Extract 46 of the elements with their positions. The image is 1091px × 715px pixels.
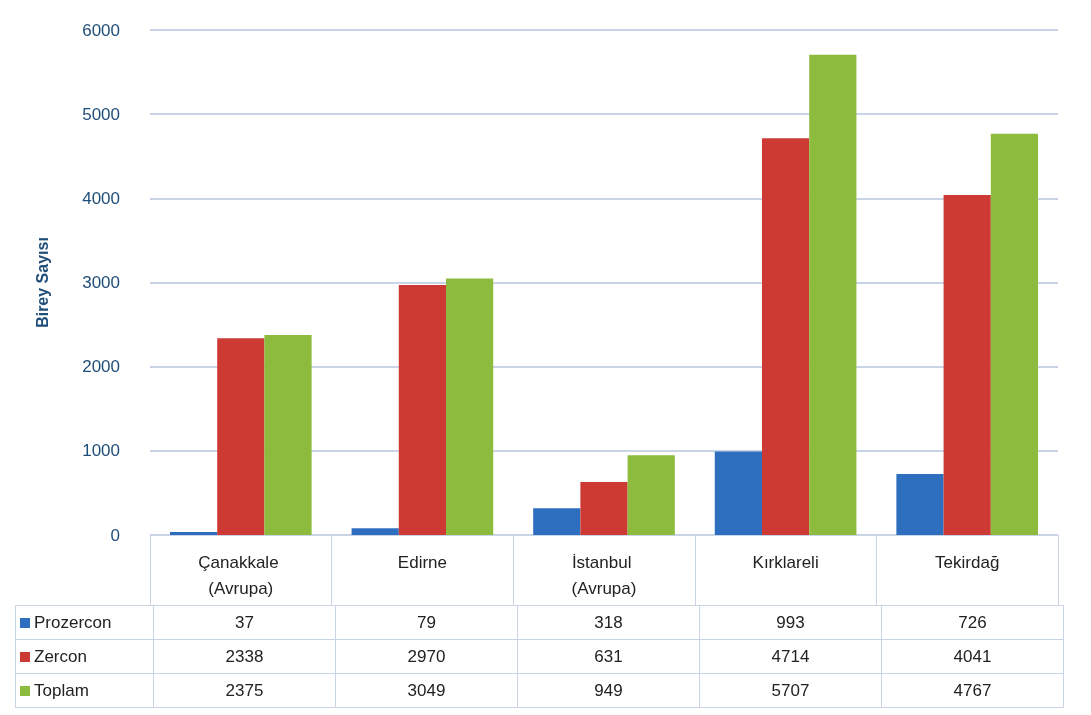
y-tick-label: 6000 — [82, 20, 120, 40]
y-tick-label: 5000 — [82, 104, 120, 124]
data-label: 4767 — [881, 673, 1064, 708]
data-label: 79 — [335, 605, 518, 640]
bar — [943, 194, 991, 535]
bar — [351, 528, 399, 535]
bar — [217, 338, 265, 535]
bar — [627, 455, 675, 535]
data-label: 5707 — [699, 673, 882, 708]
x-tick-label: Çanakkale (Avrupa) — [198, 552, 284, 598]
x-tick-label: Tekirdağ — [935, 552, 1000, 572]
bar — [446, 278, 494, 535]
bar — [896, 473, 944, 535]
data-label: 3049 — [335, 673, 518, 708]
data-label: 4714 — [699, 639, 882, 674]
bar — [398, 285, 447, 535]
data-label: 726 — [881, 605, 1064, 640]
bar — [533, 508, 581, 535]
legend-label: Zercon — [15, 639, 154, 674]
bar — [990, 133, 1039, 535]
bar — [761, 138, 810, 535]
bar — [714, 451, 762, 535]
bar — [169, 531, 218, 535]
data-label: 2375 — [153, 673, 336, 708]
data-label: 318 — [517, 605, 700, 640]
data-label: 949 — [517, 673, 700, 708]
data-label: 2338 — [153, 639, 336, 674]
bar — [580, 481, 628, 535]
y-tick-label: 1000 — [82, 441, 120, 461]
data-label: 2970 — [335, 639, 518, 674]
legend-label: Prozercon — [15, 605, 154, 640]
y-tick-label: 4000 — [82, 188, 120, 208]
y-tick-label: 2000 — [82, 357, 120, 377]
y-axis-title: Birey Sayısı — [33, 237, 51, 328]
data-label: 37 — [153, 605, 336, 640]
data-label: 631 — [517, 639, 700, 674]
x-tick-label: Kırklareli — [752, 552, 819, 572]
x-tick-label: İstanbul (Avrupa) — [571, 552, 637, 598]
y-tick-label: 0 — [110, 525, 120, 545]
data-label: 993 — [699, 605, 882, 640]
data-label: 4041 — [881, 639, 1064, 674]
y-tick-label: 3000 — [82, 273, 120, 292]
bar — [264, 335, 312, 535]
bar — [809, 54, 857, 535]
x-tick-label: Edirne — [397, 552, 447, 572]
legend-label: Toplam — [15, 673, 154, 708]
